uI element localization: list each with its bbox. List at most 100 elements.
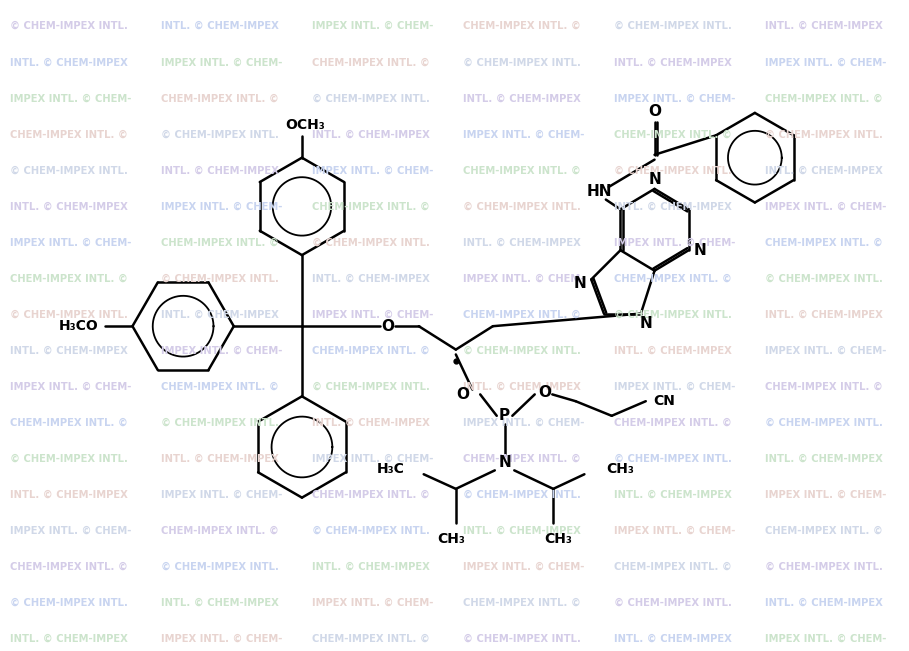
Text: INTL. © CHEM-IMPEX: INTL. © CHEM-IMPEX: [10, 346, 127, 355]
Text: © CHEM-IMPEX INTL.: © CHEM-IMPEX INTL.: [614, 598, 732, 608]
Text: CHEM-IMPEX INTL. ©: CHEM-IMPEX INTL. ©: [312, 346, 430, 355]
Text: INTL. © CHEM-IMPEX: INTL. © CHEM-IMPEX: [463, 93, 581, 104]
Text: CHEM-IMPEX INTL. ©: CHEM-IMPEX INTL. ©: [614, 418, 732, 428]
Text: INTL. © CHEM-IMPEX: INTL. © CHEM-IMPEX: [312, 130, 430, 139]
Text: IMPEX INTL. © CHEM-: IMPEX INTL. © CHEM-: [463, 562, 584, 572]
Text: CHEM-IMPEX INTL. ©: CHEM-IMPEX INTL. ©: [10, 562, 127, 572]
Text: HN: HN: [586, 184, 612, 199]
Text: O: O: [381, 319, 395, 334]
Text: IMPEX INTL. © CHEM-: IMPEX INTL. © CHEM-: [161, 57, 282, 67]
Text: INTL. © CHEM-IMPEX: INTL. © CHEM-IMPEX: [10, 634, 127, 644]
Text: CHEM-IMPEX INTL. ©: CHEM-IMPEX INTL. ©: [312, 57, 430, 67]
Text: N: N: [639, 316, 652, 331]
Text: © CHEM-IMPEX INTL.: © CHEM-IMPEX INTL.: [312, 381, 430, 392]
Text: CHEM-IMPEX INTL. ©: CHEM-IMPEX INTL. ©: [161, 526, 278, 536]
Text: IMPEX INTL. © CHEM-: IMPEX INTL. © CHEM-: [463, 130, 584, 139]
Text: H₃C: H₃C: [376, 462, 405, 477]
Text: CHEM-IMPEX INTL. ©: CHEM-IMPEX INTL. ©: [463, 309, 581, 320]
Text: N: N: [648, 172, 661, 187]
Text: O: O: [648, 104, 661, 119]
Text: IMPEX INTL. © CHEM-: IMPEX INTL. © CHEM-: [614, 381, 735, 392]
Text: INTL. © CHEM-IMPEX: INTL. © CHEM-IMPEX: [463, 526, 581, 536]
Text: INTL. © CHEM-IMPEX: INTL. © CHEM-IMPEX: [312, 418, 430, 428]
Text: CH₃: CH₃: [437, 531, 464, 546]
Text: IMPEX INTL. © CHEM-: IMPEX INTL. © CHEM-: [10, 526, 131, 536]
Text: © CHEM-IMPEX INTL.: © CHEM-IMPEX INTL.: [614, 21, 732, 31]
Text: INTL. © CHEM-IMPEX: INTL. © CHEM-IMPEX: [10, 57, 127, 67]
Text: CHEM-IMPEX INTL. ©: CHEM-IMPEX INTL. ©: [161, 93, 278, 104]
Text: IMPEX INTL. © CHEM-: IMPEX INTL. © CHEM-: [161, 201, 282, 212]
Text: IMPEX INTL. © CHEM-: IMPEX INTL. © CHEM-: [463, 273, 584, 283]
Text: CHEM-IMPEX INTL. ©: CHEM-IMPEX INTL. ©: [463, 21, 581, 31]
Text: © CHEM-IMPEX INTL.: © CHEM-IMPEX INTL.: [312, 526, 430, 536]
Text: INTL. © CHEM-IMPEX: INTL. © CHEM-IMPEX: [463, 381, 581, 392]
Text: N: N: [694, 243, 706, 258]
Text: CHEM-IMPEX INTL. ©: CHEM-IMPEX INTL. ©: [614, 562, 732, 572]
Text: IMPEX INTL. © CHEM-: IMPEX INTL. © CHEM-: [764, 201, 886, 212]
Text: IMPEX INTL. © CHEM-: IMPEX INTL. © CHEM-: [312, 598, 433, 608]
Text: IMPEX INTL. © CHEM-: IMPEX INTL. © CHEM-: [10, 238, 131, 247]
Text: INTL. © CHEM-IMPEX: INTL. © CHEM-IMPEX: [161, 598, 278, 608]
Text: INTL. © CHEM-IMPEX: INTL. © CHEM-IMPEX: [764, 454, 883, 464]
Text: P: P: [499, 408, 510, 423]
Text: IMPEX INTL. © CHEM-: IMPEX INTL. © CHEM-: [312, 21, 433, 31]
Text: © CHEM-IMPEX INTL.: © CHEM-IMPEX INTL.: [764, 562, 883, 572]
Text: INTL. © CHEM-IMPEX: INTL. © CHEM-IMPEX: [764, 21, 883, 31]
Text: IMPEX INTL. © CHEM-: IMPEX INTL. © CHEM-: [312, 165, 433, 175]
Text: CHEM-IMPEX INTL. ©: CHEM-IMPEX INTL. ©: [764, 93, 883, 104]
Text: CHEM-IMPEX INTL. ©: CHEM-IMPEX INTL. ©: [10, 418, 127, 428]
Text: IMPEX INTL. © CHEM-: IMPEX INTL. © CHEM-: [312, 454, 433, 464]
Text: © CHEM-IMPEX INTL.: © CHEM-IMPEX INTL.: [614, 454, 732, 464]
Text: © CHEM-IMPEX INTL.: © CHEM-IMPEX INTL.: [463, 346, 581, 355]
Text: CHEM-IMPEX INTL. ©: CHEM-IMPEX INTL. ©: [312, 490, 430, 500]
Text: © CHEM-IMPEX INTL.: © CHEM-IMPEX INTL.: [10, 21, 127, 31]
Text: INTL. © CHEM-IMPEX: INTL. © CHEM-IMPEX: [312, 562, 430, 572]
Text: INTL. © CHEM-IMPEX: INTL. © CHEM-IMPEX: [161, 165, 278, 175]
Text: © CHEM-IMPEX INTL.: © CHEM-IMPEX INTL.: [312, 93, 430, 104]
Text: INTL. © CHEM-IMPEX: INTL. © CHEM-IMPEX: [161, 454, 278, 464]
Text: © CHEM-IMPEX INTL.: © CHEM-IMPEX INTL.: [10, 598, 127, 608]
Text: INTL. © CHEM-IMPEX: INTL. © CHEM-IMPEX: [161, 21, 278, 31]
Text: CH₃: CH₃: [544, 531, 572, 546]
Text: IMPEX INTL. © CHEM-: IMPEX INTL. © CHEM-: [312, 309, 433, 320]
Text: IMPEX INTL. © CHEM-: IMPEX INTL. © CHEM-: [10, 93, 131, 104]
Text: INTL. © CHEM-IMPEX: INTL. © CHEM-IMPEX: [764, 309, 883, 320]
Text: INTL. © CHEM-IMPEX: INTL. © CHEM-IMPEX: [10, 201, 127, 212]
Text: CHEM-IMPEX INTL. ©: CHEM-IMPEX INTL. ©: [312, 201, 430, 212]
Text: CHEM-IMPEX INTL. ©: CHEM-IMPEX INTL. ©: [161, 381, 278, 392]
Text: CHEM-IMPEX INTL. ©: CHEM-IMPEX INTL. ©: [614, 273, 732, 283]
Text: © CHEM-IMPEX INTL.: © CHEM-IMPEX INTL.: [161, 418, 278, 428]
Text: INTL. © CHEM-IMPEX: INTL. © CHEM-IMPEX: [614, 634, 732, 644]
Text: © CHEM-IMPEX INTL.: © CHEM-IMPEX INTL.: [463, 490, 581, 500]
Text: INTL. © CHEM-IMPEX: INTL. © CHEM-IMPEX: [312, 273, 430, 283]
Text: INTL. © CHEM-IMPEX: INTL. © CHEM-IMPEX: [161, 309, 278, 320]
Text: © CHEM-IMPEX INTL.: © CHEM-IMPEX INTL.: [161, 130, 278, 139]
Text: CHEM-IMPEX INTL. ©: CHEM-IMPEX INTL. ©: [764, 381, 883, 392]
Text: IMPEX INTL. © CHEM-: IMPEX INTL. © CHEM-: [764, 634, 886, 644]
Text: © CHEM-IMPEX INTL.: © CHEM-IMPEX INTL.: [10, 309, 127, 320]
Text: IMPEX INTL. © CHEM-: IMPEX INTL. © CHEM-: [764, 57, 886, 67]
Text: © CHEM-IMPEX INTL.: © CHEM-IMPEX INTL.: [764, 273, 883, 283]
Text: CH₃: CH₃: [605, 462, 634, 477]
Text: CHEM-IMPEX INTL. ©: CHEM-IMPEX INTL. ©: [463, 598, 581, 608]
Text: IMPEX INTL. © CHEM-: IMPEX INTL. © CHEM-: [614, 238, 735, 247]
Text: © CHEM-IMPEX INTL.: © CHEM-IMPEX INTL.: [312, 238, 430, 247]
Text: IMPEX INTL. © CHEM-: IMPEX INTL. © CHEM-: [161, 634, 282, 644]
Text: © CHEM-IMPEX INTL.: © CHEM-IMPEX INTL.: [463, 57, 581, 67]
Text: IMPEX INTL. © CHEM-: IMPEX INTL. © CHEM-: [614, 93, 735, 104]
Text: CHEM-IMPEX INTL. ©: CHEM-IMPEX INTL. ©: [312, 634, 430, 644]
Text: H₃CO: H₃CO: [58, 319, 98, 333]
Text: IMPEX INTL. © CHEM-: IMPEX INTL. © CHEM-: [10, 381, 131, 392]
Text: © CHEM-IMPEX INTL.: © CHEM-IMPEX INTL.: [614, 309, 732, 320]
Text: CHEM-IMPEX INTL. ©: CHEM-IMPEX INTL. ©: [764, 526, 883, 536]
Text: O: O: [538, 385, 551, 400]
Text: INTL. © CHEM-IMPEX: INTL. © CHEM-IMPEX: [764, 598, 883, 608]
Text: © CHEM-IMPEX INTL.: © CHEM-IMPEX INTL.: [10, 454, 127, 464]
Text: IMPEX INTL. © CHEM-: IMPEX INTL. © CHEM-: [161, 346, 282, 355]
Text: INTL. © CHEM-IMPEX: INTL. © CHEM-IMPEX: [10, 490, 127, 500]
Text: INTL. © CHEM-IMPEX: INTL. © CHEM-IMPEX: [764, 165, 883, 175]
Text: CHEM-IMPEX INTL. ©: CHEM-IMPEX INTL. ©: [10, 273, 127, 283]
Text: © CHEM-IMPEX INTL.: © CHEM-IMPEX INTL.: [10, 165, 127, 175]
Text: CHEM-IMPEX INTL. ©: CHEM-IMPEX INTL. ©: [614, 130, 732, 139]
Text: © CHEM-IMPEX INTL.: © CHEM-IMPEX INTL.: [764, 418, 883, 428]
